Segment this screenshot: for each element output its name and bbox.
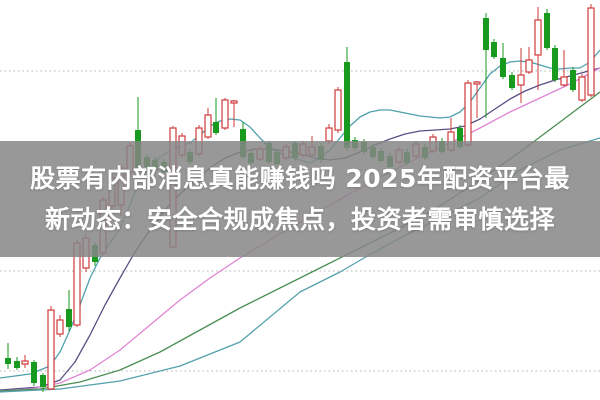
headline-band: 股票有内部消息真能赚钱吗 2025年配资平台最 新动态：安全合规成焦点，投资者需…: [0, 141, 600, 257]
headline-line-2: 新动态：安全合规成焦点，投资者需审慎选择: [44, 204, 555, 234]
headline-line-1: 股票有内部消息真能赚钱吗 2025年配资平台最: [30, 163, 570, 193]
